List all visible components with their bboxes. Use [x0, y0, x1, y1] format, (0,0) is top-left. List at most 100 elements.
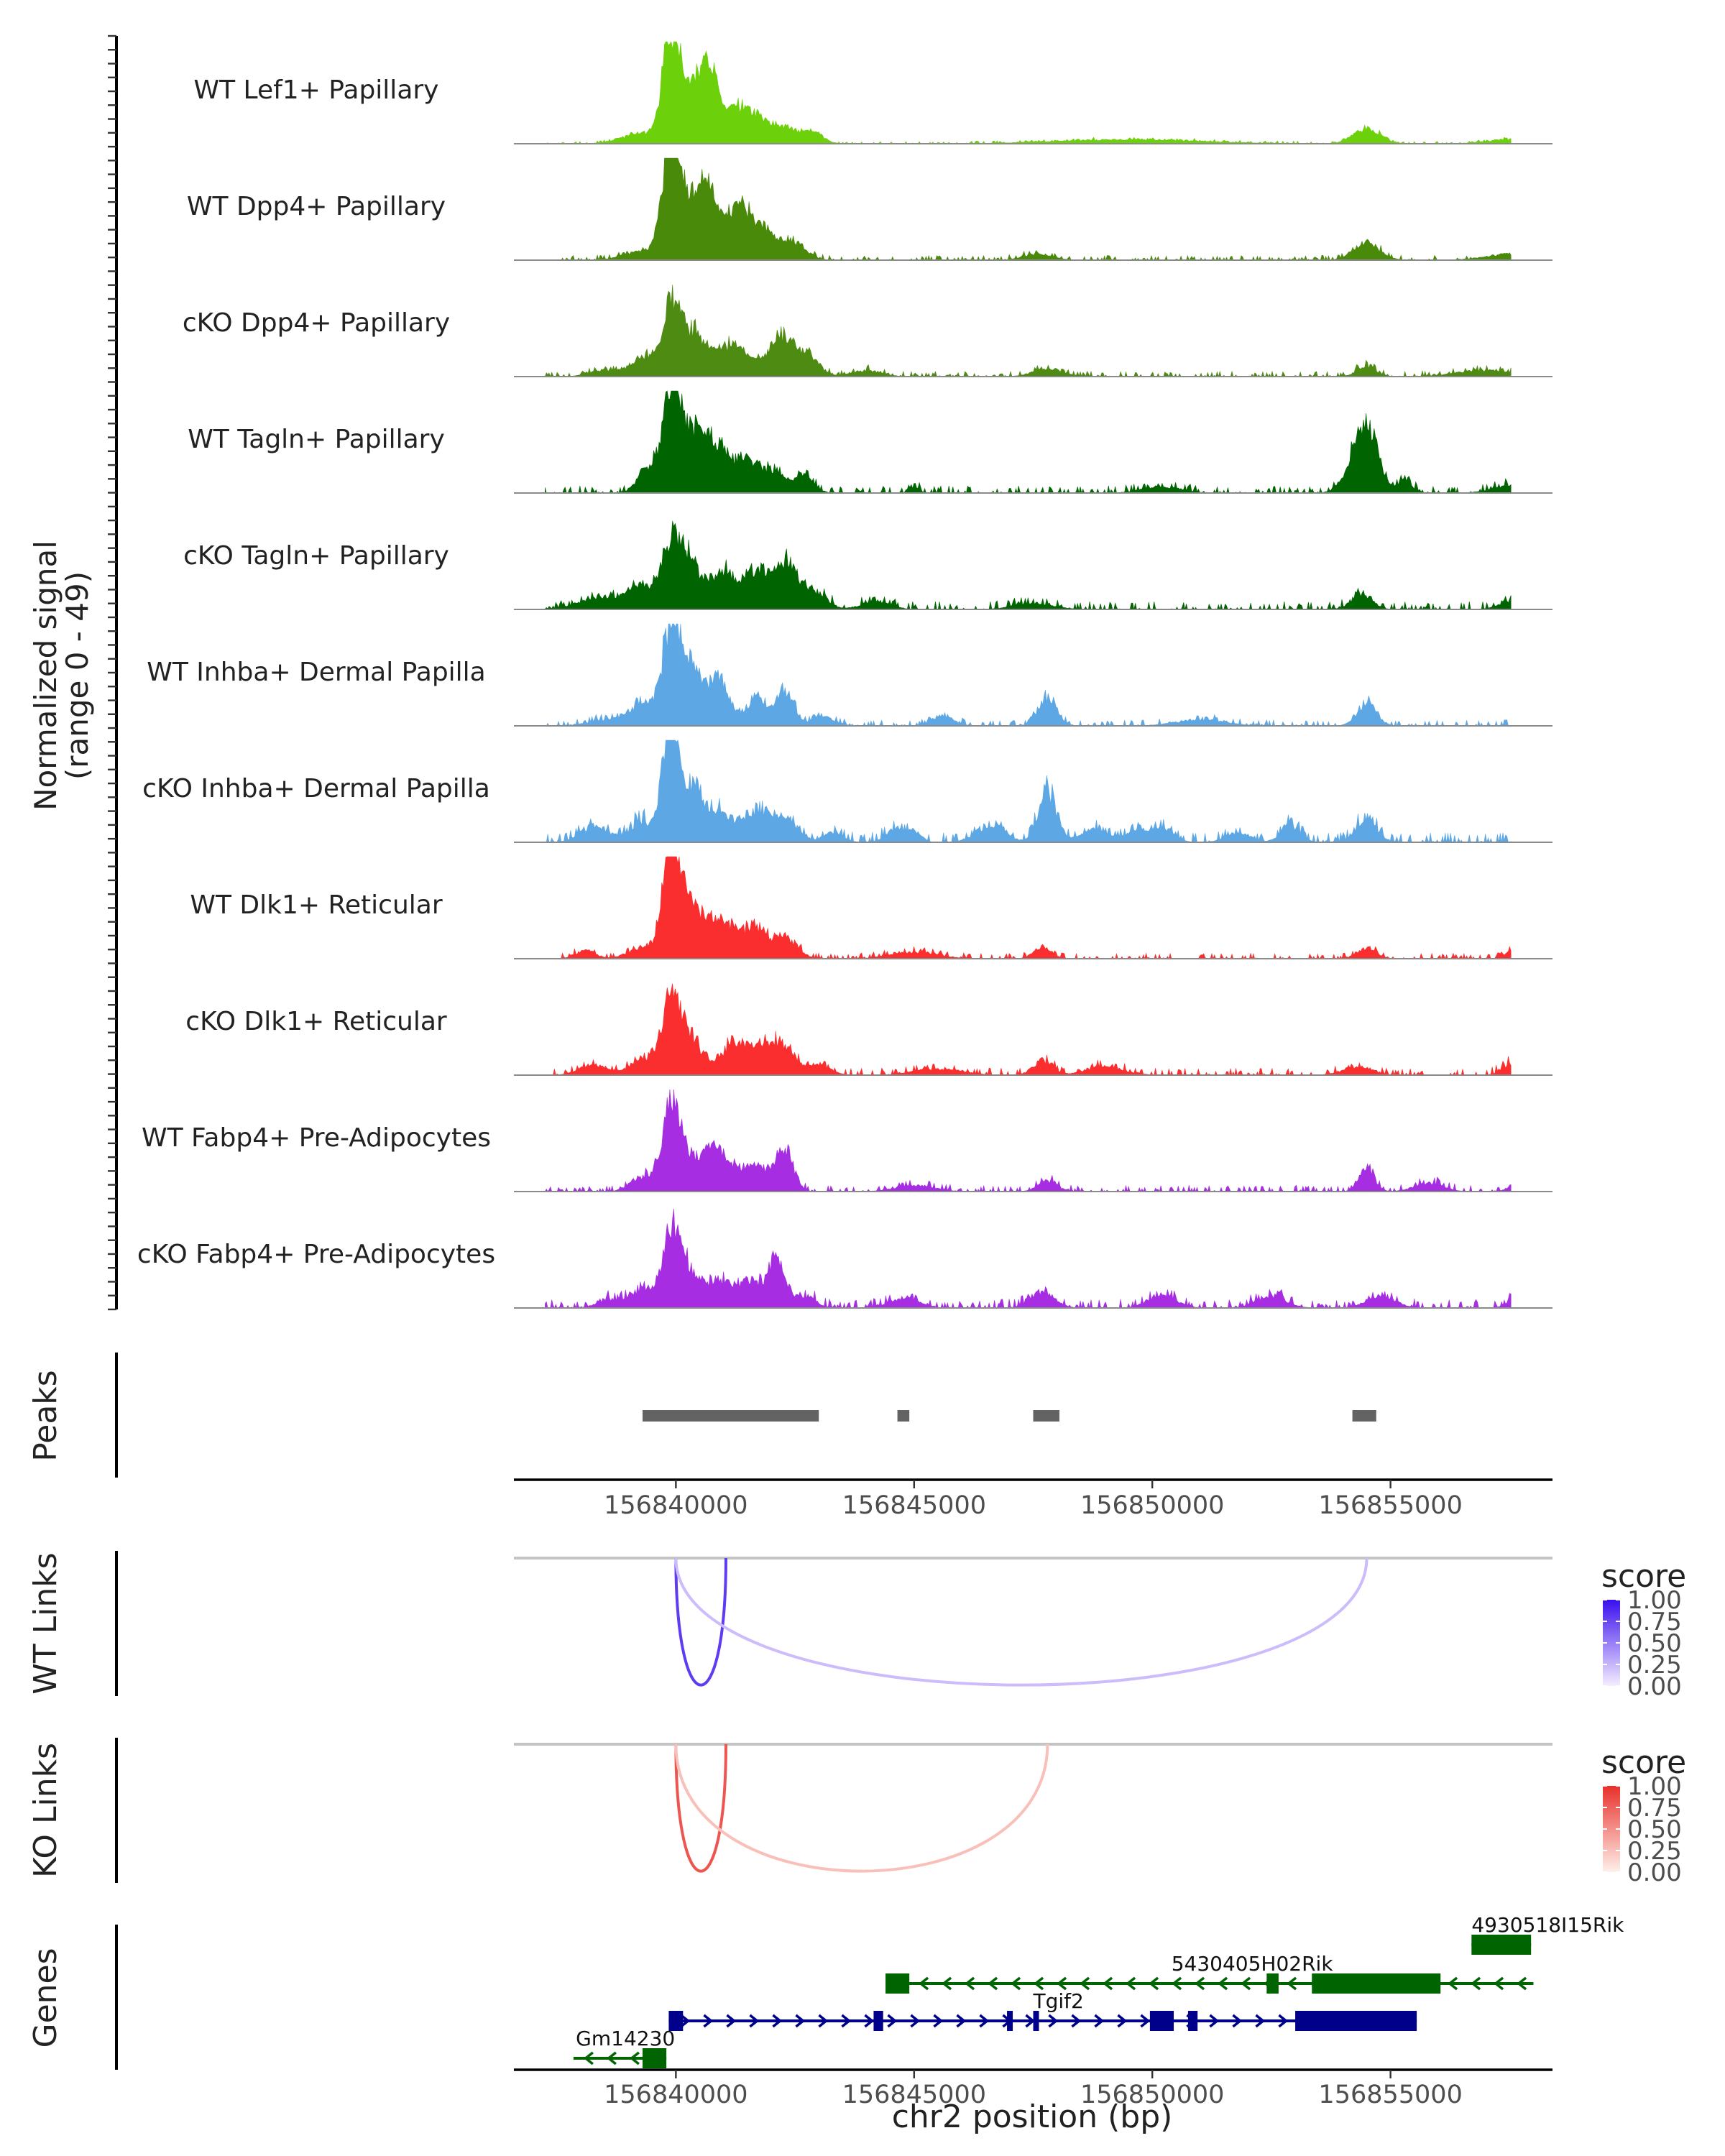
- peak-region: [897, 1410, 910, 1422]
- strand-arrow: [1094, 2014, 1105, 2028]
- x-tick-label: 156840000: [604, 2081, 748, 2109]
- legend-tick-label: 1.00: [1627, 1586, 1682, 1615]
- strand-arrow: [1117, 2014, 1128, 2028]
- coverage-area: [545, 390, 1512, 494]
- legend-tick-label: 0.25: [1627, 1837, 1682, 1866]
- x-tick-label: 156845000: [842, 2081, 986, 2109]
- strand-arrow: [864, 2014, 875, 2028]
- gene-exon: [1033, 2011, 1039, 2031]
- strand-arrow: [818, 2014, 829, 2028]
- strand-arrow: [1209, 2014, 1220, 2028]
- strand-arrow: [1057, 1976, 1067, 1991]
- strand-arrow: [965, 1976, 975, 1991]
- strand-arrow: [726, 2014, 737, 2028]
- legend-tick-label: 0.50: [1627, 1629, 1682, 1658]
- strand-arrow: [1126, 1976, 1136, 1991]
- strand-arrow: [1232, 2014, 1243, 2028]
- track-label: WT Lef1+ Papillary: [194, 75, 439, 105]
- coverage-track: [514, 390, 1552, 494]
- track-label: cKO Tagln+ Papillary: [183, 541, 449, 571]
- strand-arrow: [1195, 1976, 1205, 1991]
- coverage-track: [514, 41, 1552, 144]
- gene-model: 4930518I15Rik: [1471, 1913, 1624, 1955]
- strand-arrow: [1287, 1976, 1297, 1991]
- strand-arrow: [607, 2051, 617, 2065]
- strand-arrow: [1172, 1976, 1182, 1991]
- coverage-area: [544, 285, 1512, 378]
- x-tick-label: 156855000: [1318, 1491, 1462, 1520]
- coverage-area: [544, 1089, 1512, 1193]
- gene-exon: [642, 2048, 667, 2068]
- coverage-track: [514, 157, 1552, 262]
- strand-arrow: [919, 1976, 929, 1991]
- strand-arrow: [887, 2014, 898, 2028]
- strand-arrow: [1494, 1976, 1504, 1991]
- gene-exon: [886, 1973, 910, 1994]
- x-tick-label: 156840000: [604, 1491, 748, 1520]
- track-label: WT Dlk1+ Reticular: [190, 890, 442, 920]
- strand-arrow: [956, 2014, 967, 2028]
- strand-arrow: [1241, 1976, 1251, 1991]
- track-label: WT Inhba+ Dermal Papilla: [147, 658, 485, 687]
- gene-exon: [1312, 1973, 1441, 1994]
- coverage-track: [514, 623, 1552, 727]
- strand-arrow: [841, 2014, 852, 2028]
- gene-name-label: Gm14230: [576, 2027, 675, 2050]
- strand-arrow: [584, 2051, 594, 2065]
- track-label: cKO Inhba+ Dermal Papilla: [142, 774, 490, 803]
- strand-arrow: [1517, 1976, 1527, 1991]
- coverage-area: [545, 740, 1512, 843]
- peak-region: [1033, 1410, 1059, 1422]
- link-track-label: WT Links: [27, 1552, 64, 1694]
- strand-arrow: [1025, 2014, 1036, 2028]
- strand-arrow: [933, 2014, 944, 2028]
- gene-name-label: 4930518I15Rik: [1471, 1913, 1624, 1937]
- legend-tick-label: 0.75: [1627, 1608, 1682, 1636]
- score-legends: score1.000.750.500.250.00score1.000.750.…: [1601, 1558, 1686, 1887]
- peaks-track: Peaks 156840000 156845000 156850000 15685500…: [27, 1353, 1552, 1520]
- peak-region: [642, 1410, 819, 1422]
- coverage-area: [545, 623, 1512, 727]
- legend-tick-label: 1.00: [1627, 1772, 1682, 1801]
- coverage-track: [514, 983, 1552, 1077]
- strand-arrow: [1140, 2014, 1151, 2028]
- track-label: cKO Fabp4+ Pre-Adipocytes: [137, 1240, 495, 1269]
- peak-region: [1352, 1410, 1376, 1422]
- gene-exon: [1149, 2011, 1174, 2031]
- x-tick-label: 156845000: [842, 1491, 986, 1520]
- coverage-area: [545, 520, 1512, 611]
- gene-exon: [873, 2011, 883, 2031]
- strand-arrow: [942, 1976, 952, 1991]
- genes-track: Genes 4930518I15Rik 5430405H02Rik Tgif2 Gm14…: [27, 1913, 1624, 2109]
- gene-name-label: 5430405H02Rik: [1172, 1952, 1334, 1976]
- coverage-area: [545, 1208, 1512, 1309]
- gene-exon: [1471, 1935, 1532, 1955]
- track-labels: WT Lef1+ Papillary WT Dpp4+ Papillary cKO …: [137, 75, 495, 1269]
- y-axis-title-line2: (range 0 - 49): [60, 571, 95, 780]
- peaks-track-label: Peaks: [27, 1370, 64, 1461]
- strand-arrow: [1034, 1976, 1044, 1991]
- link-track: KO Links: [27, 1738, 1552, 1883]
- gene-exon: [1266, 1973, 1279, 1994]
- strand-arrow: [680, 2014, 691, 2028]
- legend-tick-label: 0.75: [1627, 1794, 1682, 1823]
- link-track: WT Links: [27, 1551, 1552, 1696]
- strand-arrow: [1048, 2014, 1059, 2028]
- x-axis-title: chr2 position (bp): [892, 2099, 1173, 2135]
- links-tracks: WT Links KO Links: [27, 1551, 1552, 1883]
- legend-title: score: [1601, 1744, 1686, 1781]
- coverage-track: [514, 740, 1552, 843]
- x-tick-label: 156850000: [1080, 2081, 1224, 2109]
- gene-name-label: Tgif2: [1033, 1989, 1084, 2013]
- strand-arrow: [795, 2014, 806, 2028]
- coverage-tracks: [514, 41, 1552, 1309]
- gene-exon: [668, 2011, 684, 2031]
- strand-arrow: [1255, 2014, 1266, 2028]
- strand-arrow: [1471, 1976, 1481, 1991]
- track-label: WT Fabp4+ Pre-Adipocytes: [142, 1123, 491, 1153]
- gene-model: Gm14230: [573, 2027, 675, 2068]
- gene-exon: [1187, 2011, 1198, 2031]
- coverage-track: [514, 856, 1552, 960]
- genes-track-label: Genes: [27, 1948, 64, 2047]
